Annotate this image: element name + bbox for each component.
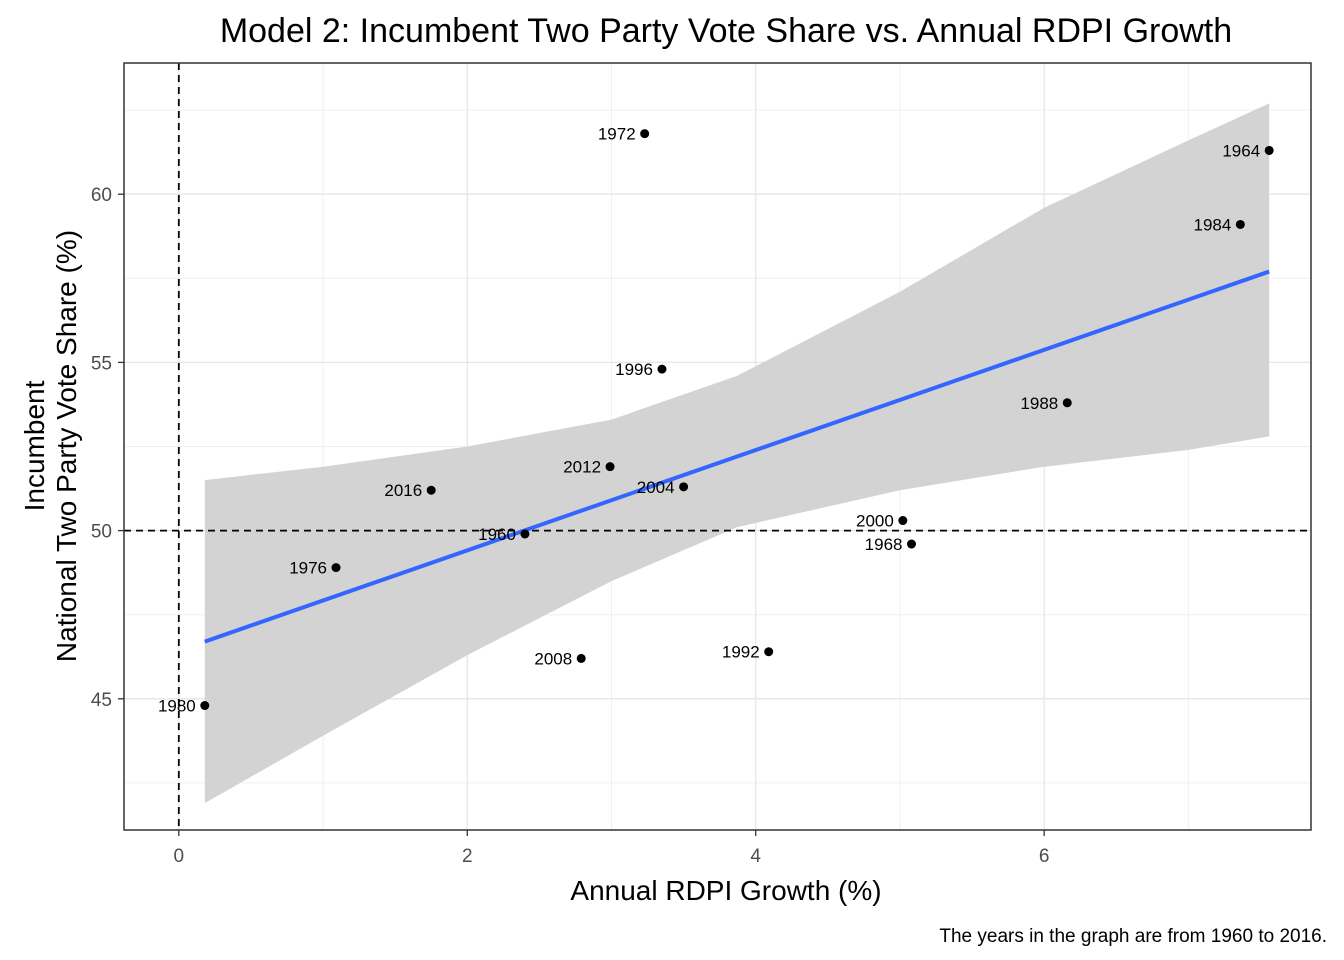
point-label: 1968 <box>865 535 903 554</box>
point-labels: 1960 1964 1968 1972 1976 1980 1984 1988 1992 1996… <box>158 125 1260 716</box>
x-tick-label: 6 <box>1039 846 1050 867</box>
chart-caption: The years in the graph are from 1960 to … <box>939 926 1327 947</box>
data-point <box>1264 145 1274 155</box>
y-axis-ticks: 45 50 55 60 <box>91 185 124 711</box>
data-point <box>605 462 615 472</box>
x-axis-title: Annual RDPI Growth (%) <box>570 875 881 906</box>
point-label: 1988 <box>1020 394 1058 413</box>
x-tick-label: 0 <box>174 846 185 867</box>
y-axis-title-line2: National Two Party Vote Share (%) <box>51 230 82 662</box>
point-label: 2012 <box>563 458 601 477</box>
x-tick-label: 4 <box>750 846 761 867</box>
data-point <box>657 364 667 374</box>
data-point <box>679 482 689 492</box>
data-point <box>331 563 341 573</box>
data-point <box>200 701 210 711</box>
data-point <box>764 647 774 657</box>
y-tick-label: 60 <box>91 185 112 206</box>
y-tick-label: 45 <box>91 690 112 711</box>
y-tick-label: 50 <box>91 522 112 543</box>
point-label: 1976 <box>289 559 327 578</box>
y-axis-title-line1: Incumbent <box>19 380 50 511</box>
x-axis-ticks: 0 2 4 6 <box>174 830 1050 867</box>
point-label: 1972 <box>598 125 636 144</box>
data-point <box>1235 219 1245 229</box>
data-points <box>200 129 1274 711</box>
regression-line <box>204 269 1270 644</box>
point-label: 2004 <box>637 478 675 497</box>
data-point <box>576 653 586 663</box>
x-tick-label: 2 <box>462 846 473 867</box>
point-label: 1964 <box>1222 141 1260 160</box>
point-label: 2016 <box>384 481 422 500</box>
y-tick-label: 55 <box>91 353 112 374</box>
data-point <box>640 129 650 139</box>
data-point <box>898 516 908 526</box>
reference-lines <box>124 63 1311 830</box>
point-label: 1960 <box>478 525 516 544</box>
plot-border <box>123 62 1312 831</box>
data-point <box>1062 398 1072 408</box>
point-label: 1996 <box>615 360 653 379</box>
point-label: 1984 <box>1194 215 1232 234</box>
point-label: 2000 <box>856 512 894 531</box>
confidence-band <box>204 103 1270 804</box>
data-point <box>426 485 436 495</box>
point-label: 1992 <box>722 643 760 662</box>
data-point <box>906 539 916 549</box>
plot-area: 1960 1964 1968 1972 1976 1980 1984 1988 1992 1996… <box>123 62 1312 831</box>
data-point <box>520 529 530 539</box>
point-label: 2008 <box>534 649 572 668</box>
point-label: 1980 <box>158 697 196 716</box>
chart-title: Model 2: Incumbent Two Party Vote Share … <box>220 12 1232 50</box>
